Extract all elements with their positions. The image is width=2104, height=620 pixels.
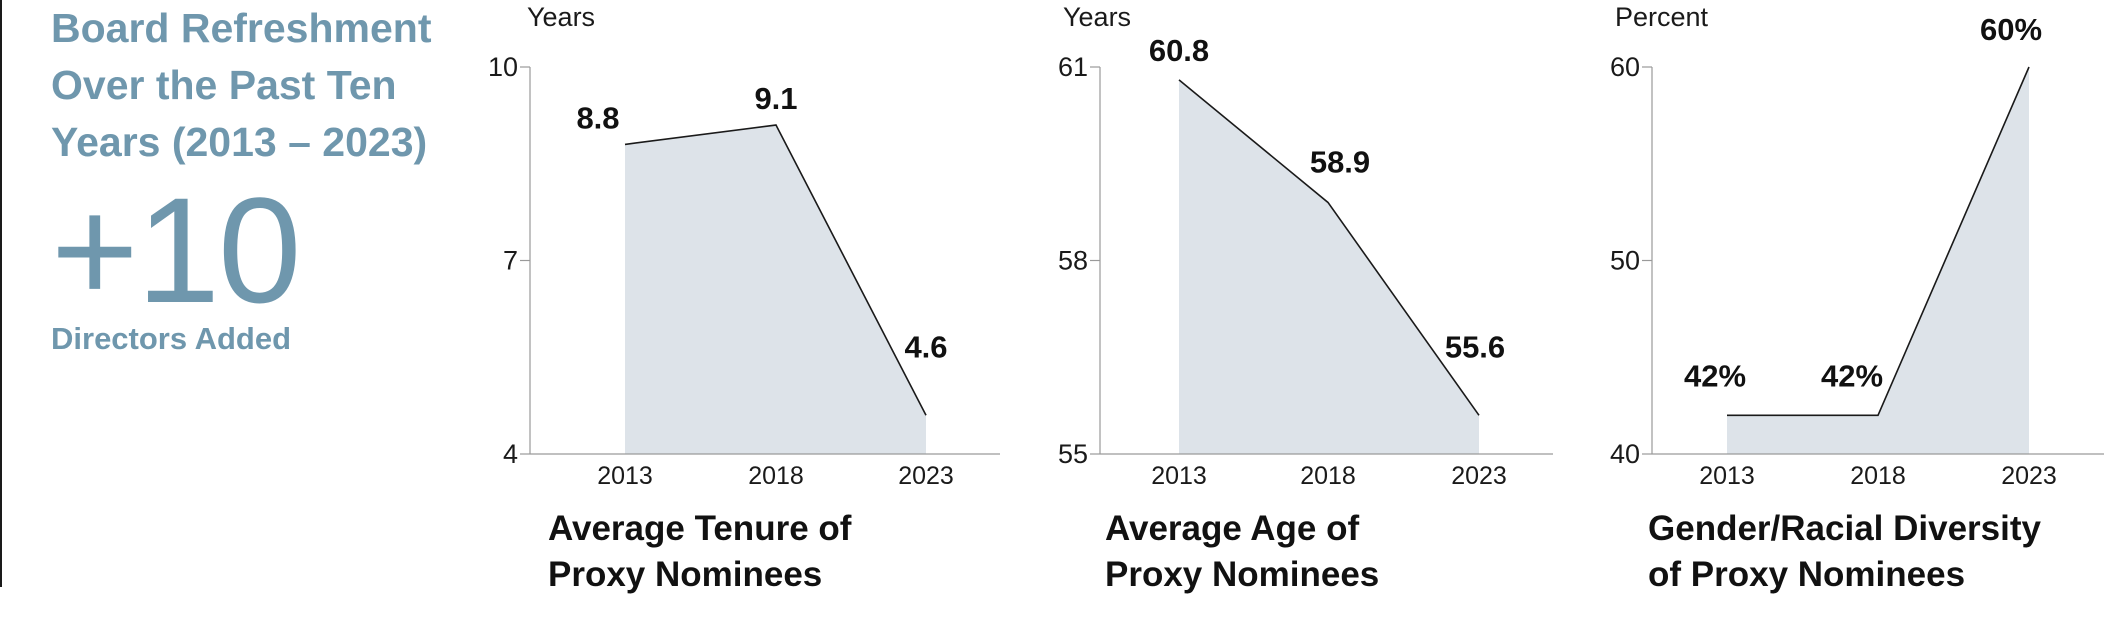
x-tick-label: 2018: [748, 462, 804, 490]
chart-title-line: Proxy Nominees: [548, 555, 822, 594]
x-tick-label: 2013: [1151, 462, 1207, 490]
intro-title-line: Over the Past Ten: [51, 62, 397, 108]
y-tick-label: 58: [1058, 246, 1088, 276]
x-tick-label: 2023: [898, 462, 954, 490]
intro-panel: Board Refreshment Over the Past Ten Year…: [51, 0, 491, 359]
chart-title-line: Average Tenure of: [548, 509, 852, 548]
data-label: 8.8: [576, 100, 619, 135]
area-fill: [625, 125, 926, 455]
y-tick-label: 10: [488, 52, 518, 82]
directors-added-stat: +10: [51, 166, 301, 334]
data-label: 9.1: [754, 81, 797, 116]
y-tick-label: 55: [1058, 439, 1088, 469]
data-label: 55.6: [1445, 329, 1505, 364]
x-tick-label: 2013: [1699, 462, 1755, 490]
x-tick-label: 2013: [597, 462, 653, 490]
x-tick-label: 2018: [1850, 462, 1906, 490]
series-line: [1727, 66, 2030, 417]
y-tick-label: 60: [1610, 52, 1640, 82]
series-line: [1178, 79, 1480, 416]
chart-title-line: Gender/Racial Diversity: [1648, 509, 2041, 548]
y-tick-label: 50: [1610, 246, 1640, 276]
intro-title-line: Years (2013 – 2023): [51, 119, 428, 165]
x-tick-label: 2023: [2001, 462, 2057, 490]
chart-title-line: Proxy Nominees: [1105, 555, 1379, 594]
intro-title-line: Board Refreshment: [51, 5, 432, 51]
series-line: [624, 124, 927, 416]
y-tick-label: 40: [1610, 439, 1640, 469]
unit-label: Percent: [1615, 2, 1709, 32]
area-fill: [1179, 79, 1479, 455]
chart-title-line: Average Age of: [1105, 509, 1359, 548]
data-label: 60.8: [1149, 33, 1209, 68]
intro-title: Board Refreshment Over the Past Ten Year…: [51, 0, 491, 171]
y-tick-label: 4: [503, 439, 518, 469]
area-fill: [1727, 67, 2029, 454]
data-label: 58.9: [1310, 144, 1370, 179]
data-label: 4.6: [904, 329, 947, 364]
left-divider-rule: [0, 0, 2, 587]
chart-title-line: of Proxy Nominees: [1648, 555, 1965, 594]
x-tick-label: 2018: [1300, 462, 1356, 490]
y-tick-label: 61: [1058, 52, 1088, 82]
y-tick-label: 7: [503, 246, 518, 276]
data-label: 42%: [1821, 358, 1883, 393]
unit-label: Years: [1063, 2, 1131, 32]
directors-added-caption: Directors Added: [51, 321, 292, 356]
data-label: 60%: [1980, 12, 2042, 47]
data-label: 42%: [1684, 358, 1746, 393]
unit-label: Years: [527, 2, 595, 32]
x-tick-label: 2023: [1451, 462, 1507, 490]
